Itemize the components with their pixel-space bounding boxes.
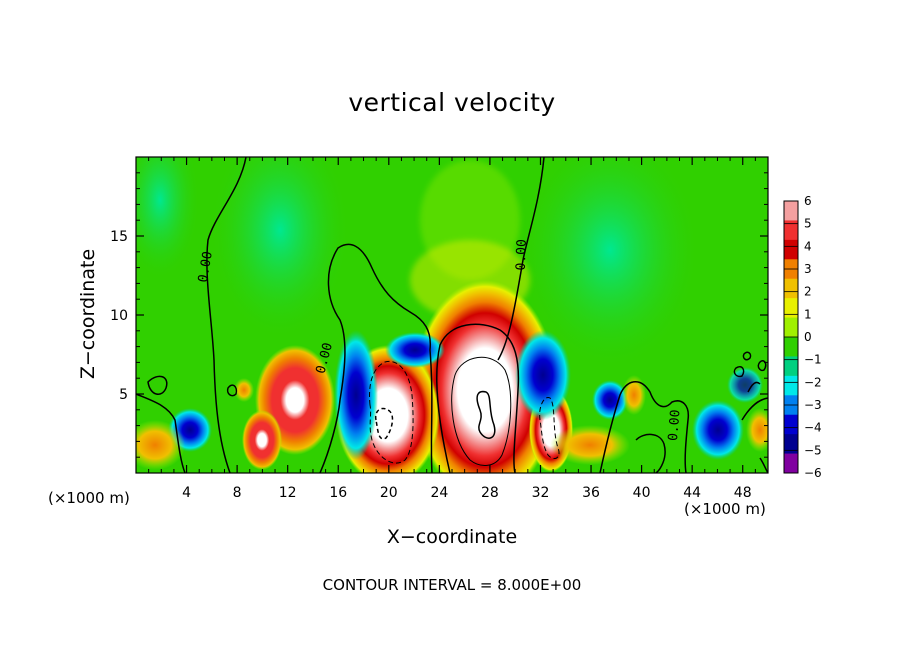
colorbar-swatch — [784, 414, 798, 435]
colorbar-swatch — [784, 337, 798, 357]
contour-zero — [599, 381, 690, 473]
colorbar-swatch — [784, 453, 798, 474]
downdraft — [692, 400, 744, 460]
contour-zero — [136, 393, 186, 473]
contour-label-layer: 0.000.000.000.00 — [196, 239, 684, 442]
contour-zero — [747, 381, 761, 393]
colorbar-label: −6 — [804, 466, 822, 480]
y-tick-label: 5 — [119, 387, 128, 403]
downdraft — [592, 380, 628, 420]
downdraft — [727, 367, 763, 403]
contour-label: 0.00 — [666, 409, 684, 442]
contour-inner — [476, 390, 496, 439]
contour-zero — [226, 384, 238, 397]
x-tick-label: 36 — [582, 485, 600, 501]
contour-zero — [635, 433, 666, 473]
x-tick-label: 16 — [329, 485, 347, 501]
warm-patch — [136, 420, 185, 470]
colorbar-label: 6 — [804, 194, 812, 208]
x-tick-label: 8 — [233, 485, 242, 501]
colorbar-label: −2 — [804, 375, 822, 389]
x-tick-label: 40 — [633, 485, 651, 501]
contour-inner-dashed — [369, 360, 414, 464]
colorbar-label: 0 — [804, 330, 812, 344]
x-unit-label-left: (×1000 m) — [48, 489, 130, 507]
colorbar-label: 1 — [804, 307, 812, 321]
x-tick-label: 20 — [380, 485, 398, 501]
x-unit-label-right: (×1000 m) — [684, 500, 766, 518]
colorbar-swatch — [784, 434, 798, 455]
contour-zero — [319, 243, 433, 473]
colorbar-label: −4 — [804, 421, 822, 435]
contour-zero — [741, 397, 768, 421]
x-tick-label: 4 — [182, 485, 191, 501]
colorbar-label: 5 — [804, 217, 812, 231]
updraft-main — [413, 280, 557, 473]
colorbar-swatch — [784, 201, 798, 221]
contour-zero — [757, 359, 767, 372]
velocity-field: 0.000.000.000.00 — [136, 157, 768, 473]
x-tick-label: 44 — [683, 485, 701, 501]
colorbar: 6 5 4 3 2 1 0 −1 −2 −3 −4 −5 −6 — [783, 194, 822, 480]
x-tick-label: 48 — [734, 485, 752, 501]
x-tick-label: 24 — [430, 485, 448, 501]
colorbar-swatch — [784, 220, 798, 241]
colorbar-label: −5 — [804, 443, 822, 457]
colorbar-swatch — [784, 356, 798, 377]
warm-patch — [234, 378, 254, 402]
x-tick-label: 12 — [279, 485, 297, 501]
warm-patch — [550, 425, 630, 465]
colorbar-label: −3 — [804, 398, 822, 412]
chart-title: vertical velocity — [348, 88, 556, 117]
colorbar-label: −1 — [804, 353, 822, 367]
field-light-band — [520, 157, 700, 370]
x-tick-label: 28 — [481, 485, 499, 501]
contour-lines — [136, 157, 768, 473]
colorbar-label: 4 — [804, 239, 812, 253]
colorbar-swatch — [784, 278, 798, 299]
warm-patch — [746, 408, 768, 452]
x-axis-label: X−coordinate — [386, 526, 518, 548]
colorbar-swatch — [784, 317, 798, 338]
colorbar-swatch — [784, 375, 798, 396]
y-tick-label: 15 — [110, 229, 128, 245]
colorbar-swatch — [784, 298, 798, 319]
colorbar-label: 2 — [804, 285, 812, 299]
updraft-left-lower — [242, 410, 282, 470]
contour-zero — [436, 323, 520, 473]
x-tick-label: 32 — [532, 485, 550, 501]
colorbar-label: 3 — [804, 262, 812, 276]
field-light-band — [136, 157, 200, 280]
downdraft — [515, 330, 571, 420]
contour-zero — [206, 157, 247, 473]
contour-label: 0.00 — [514, 239, 530, 271]
field-light-band — [210, 157, 350, 340]
contour-inner — [451, 356, 512, 466]
y-tick-label: 10 — [110, 308, 128, 324]
colorbar-swatch — [784, 239, 798, 260]
contour-zero — [147, 375, 168, 395]
contour-zero — [733, 365, 745, 378]
contour-label: 0.00 — [196, 250, 216, 283]
contour-interval-note: CONTOUR INTERVAL = 8.000E+00 — [322, 576, 582, 594]
contour-zero — [742, 351, 752, 361]
warm-patch — [622, 375, 646, 415]
